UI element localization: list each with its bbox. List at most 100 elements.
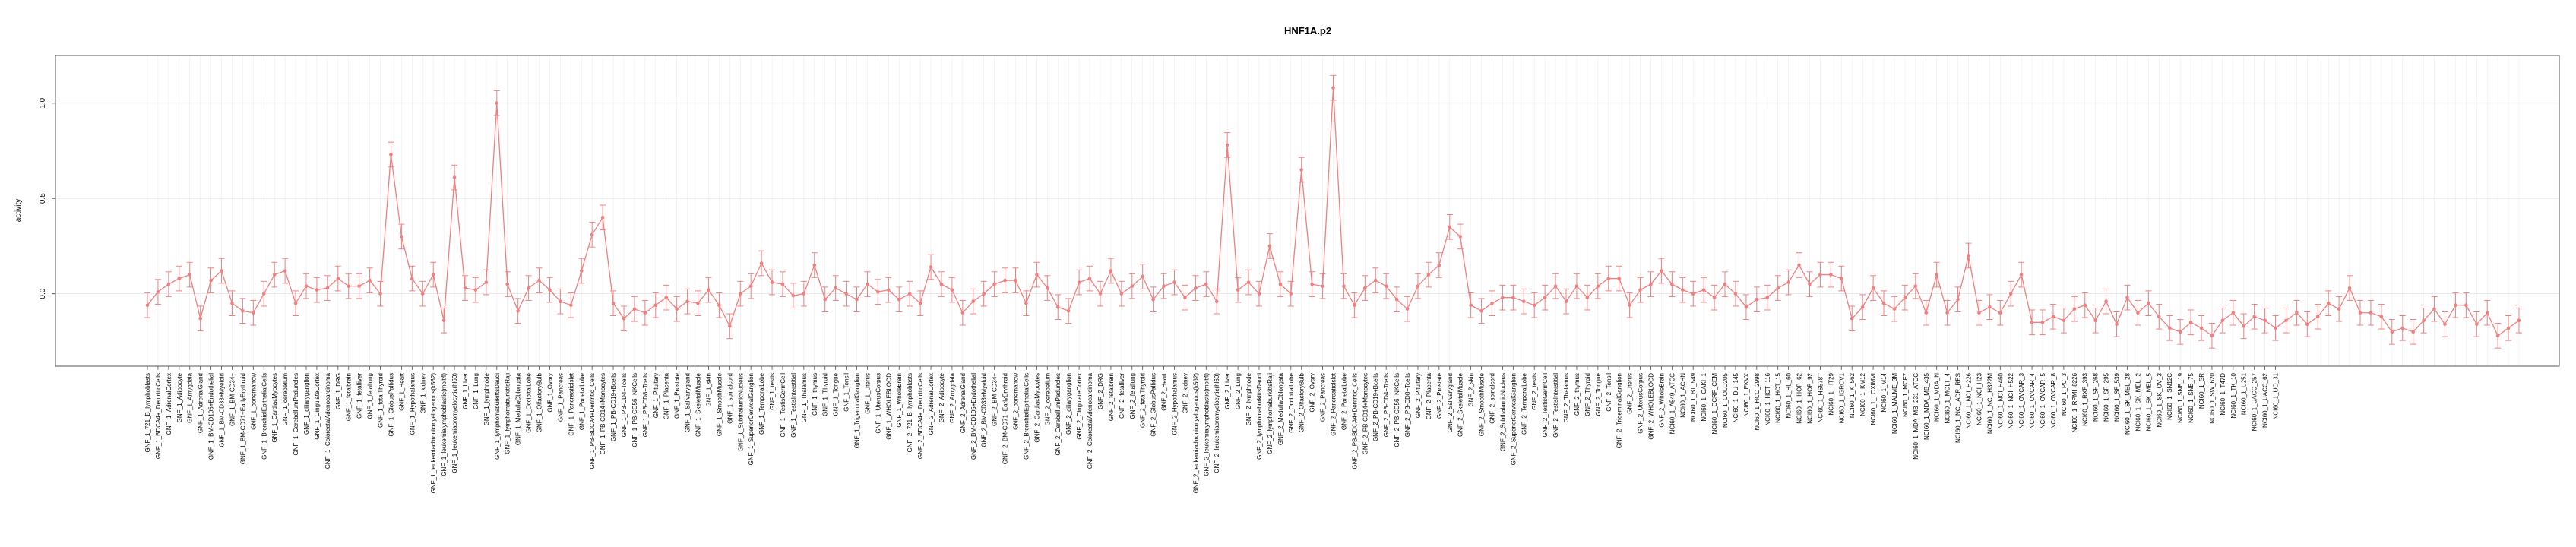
x-tick-label: GNF_2_TestisGermCell <box>1542 373 1549 438</box>
data-point <box>2242 324 2246 328</box>
data-point <box>2337 307 2341 311</box>
x-tick-label: NCI60_1_NCI_H322M <box>1986 373 1993 434</box>
data-point <box>1003 278 1007 283</box>
x-tick-label: GNF_2_testis <box>1531 373 1538 410</box>
x-tick-label: NCI60_1_U251 <box>2241 372 2248 415</box>
x-tick-label: GNF_1_PB-CD19+Bcells <box>610 373 617 441</box>
x-tick-label: GNF_1_TestisGermCell <box>780 373 786 438</box>
data-point <box>400 235 403 239</box>
data-point <box>283 269 287 273</box>
data-point <box>463 286 467 290</box>
x-tick-label: GNF_1_ColorectalAdenocarcinoma <box>324 372 331 469</box>
x-tick-label: NCI60_1_COLO205 <box>1722 372 1729 428</box>
x-tick-label: NCI60_1_NCI_H226 <box>1965 372 1972 428</box>
data-point <box>1786 280 1790 284</box>
data-point <box>1733 292 1738 296</box>
x-tick-label: GNF_2_GlobusPallidus <box>1150 373 1157 437</box>
data-point <box>1755 297 1759 302</box>
x-tick-label: NCI60_1_IGROV1 <box>1838 372 1845 423</box>
data-point <box>1479 308 1483 313</box>
data-point <box>2147 301 2150 305</box>
data-point <box>685 299 689 303</box>
x-tick-label: GNF_2_PB-CD19+Bcells <box>1372 373 1379 441</box>
x-tick-label: GNF_1_CerebellumPeduncles <box>293 373 299 456</box>
x-tick-label: GNF_2_CardiacMyocytes <box>1033 373 1040 443</box>
data-point <box>1881 301 1886 305</box>
data-point <box>1394 297 1399 302</box>
x-tick-label: GNF_1_SmoothMuscle <box>716 372 723 436</box>
data-point <box>600 215 605 220</box>
data-point <box>1024 301 1028 305</box>
x-tick-label: GNF_2_TemporalLobe <box>1521 372 1527 434</box>
x-tick-label: GNF_1_fetalbrain <box>346 373 353 421</box>
data-point <box>389 153 393 157</box>
data-point <box>1172 280 1176 284</box>
x-tick-label: GNF_2_Thyroid <box>1584 373 1591 416</box>
data-point <box>960 311 965 315</box>
x-tick-label: GNF_1_CardiacMyocytes <box>271 373 278 443</box>
x-tick-label: NCI60_1_TK_10 <box>2230 372 2237 418</box>
data-point <box>1490 301 1494 305</box>
y-axis: 0.0 0.5 1.0 <box>39 97 55 299</box>
x-tick-label: GNF_1_SubthalamicNucleus <box>737 373 744 451</box>
x-tick-label: GNF_1_Lung <box>473 373 479 409</box>
x-tick-label: NCI60_1_PC_3 <box>2061 372 2068 416</box>
data-point <box>2093 318 2097 323</box>
x-tick-label: GNF_1_spinalcord <box>726 373 733 424</box>
x-tick-label: NCI60_1_HOP_92 <box>1806 372 1813 423</box>
data-point <box>198 316 202 321</box>
data-point <box>1691 292 1695 296</box>
data-point <box>1935 273 1938 277</box>
data-point <box>505 282 510 286</box>
data-point <box>2464 303 2468 308</box>
data-point <box>2369 311 2373 315</box>
data-point <box>2517 318 2521 323</box>
x-tick-label: GNF_1_SuperiorCervicalGanglion <box>748 373 755 465</box>
error-bars <box>144 74 2522 349</box>
data-point <box>1384 284 1388 288</box>
data-point <box>293 301 298 305</box>
x-tick-label: GNF_1_skin <box>705 373 712 406</box>
data-point <box>1945 311 1949 315</box>
x-tick-label: GNF_2_Placenta <box>1426 372 1432 419</box>
x-tick-label: GNF_1_fetalliver <box>356 373 363 419</box>
x-tick-label: GNF_2_Tongue <box>1595 372 1602 416</box>
x-tick-label: GNF_2_fetalThyroid <box>1140 373 1147 428</box>
data-point <box>527 286 530 290</box>
data-point <box>1373 278 1378 283</box>
data-point <box>537 278 541 283</box>
data-point <box>1130 284 1135 288</box>
data-point <box>2220 318 2225 323</box>
x-tick-label: NCI60_1_UACC_257 <box>2252 372 2258 431</box>
x-tick-label: NCI60_1_SNB_75 <box>2188 372 2195 422</box>
x-tick-label: GNF_2_SuperiorCervicalGanglion <box>1510 373 1517 465</box>
data-point <box>1670 282 1674 286</box>
x-tick-label: GNF_1_Tonsil <box>843 373 850 412</box>
x-tick-label: GNF_1_BM-CD71+EarlyErythroid <box>239 373 246 464</box>
x-tick-label: GNF_2_kidney <box>1182 373 1188 413</box>
data-point <box>1141 274 1145 279</box>
data-point <box>2315 315 2320 319</box>
x-tick-label: GNF_2_BM-CD33+Myeloid <box>981 373 988 447</box>
data-point <box>1362 286 1367 290</box>
x-tick-label: GNF_1_BM-CD105+Endothelial <box>208 373 215 460</box>
data-point <box>982 292 986 296</box>
x-tick-label: GNF_1_SkeletalMuscle <box>695 372 702 437</box>
x-tick-label: GNF_2_lymphomaburkittsDaudi <box>1256 373 1263 460</box>
x-tick-label: NCI60_1_K_562 <box>1849 372 1856 418</box>
x-tick-label: GNF_2_BDCA4+_DentriticCells <box>917 373 924 459</box>
x-tick-label: NCI60_1_OVCAR_5 <box>2040 372 2046 428</box>
data-point <box>728 324 732 328</box>
data-point <box>166 282 171 286</box>
data-point <box>2210 334 2214 338</box>
x-tick-label: GNF_2_OlfactoryBulb <box>1299 372 1305 432</box>
x-tick-label: NCI60_1_MDA_MB_435 <box>1923 372 1930 440</box>
x-tick-label: GNF_1_cerebellum <box>282 373 289 426</box>
data-point <box>1405 307 1410 311</box>
data-point <box>2379 315 2384 319</box>
data-point <box>1924 311 1929 315</box>
data-point <box>441 318 446 323</box>
x-tick-label: GNF_2_Tonsil <box>1606 373 1612 412</box>
x-tick-label: GNF_1_Placenta <box>663 372 670 419</box>
